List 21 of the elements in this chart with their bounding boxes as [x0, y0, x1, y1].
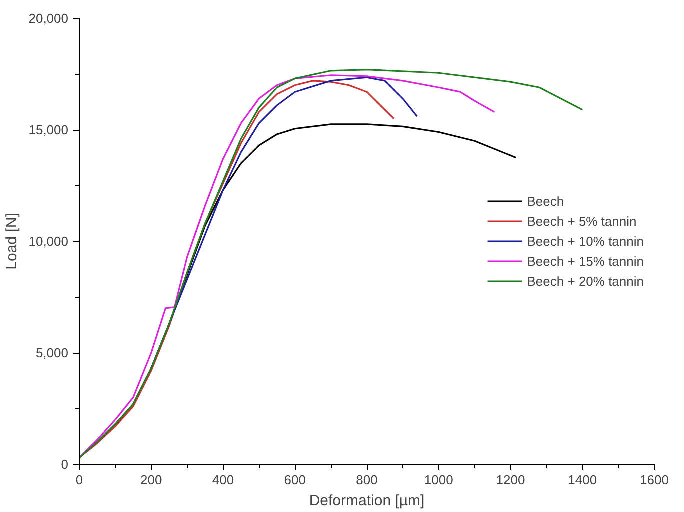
- y-tick-label: 15,000: [28, 122, 69, 138]
- x-tick-label: 400: [212, 472, 234, 488]
- x-tick-label: 0: [76, 472, 84, 488]
- x-tick-label: 200: [140, 472, 162, 488]
- x-tick-label: 1400: [568, 472, 598, 488]
- y-tick-label: 5,000: [36, 346, 69, 360]
- x-tick-label: 600: [284, 472, 306, 488]
- legend-label: Beech + 5% tannin: [527, 214, 637, 228]
- y-tick-label: 20,000: [28, 11, 69, 26]
- x-tick-label: 1200: [496, 472, 526, 488]
- legend-label: Beech: [527, 194, 564, 208]
- x-tick-label: 1600: [640, 472, 669, 488]
- legend-label: Beech + 10% tannin: [527, 234, 644, 248]
- x-tick-label: 1000: [424, 472, 454, 488]
- x-tick-label: 800: [356, 472, 378, 488]
- legend-label: Beech + 15% tannin: [527, 254, 644, 268]
- legend-label: Beech + 20% tannin: [527, 274, 644, 288]
- y-axis-title: Load [N]: [4, 213, 21, 270]
- x-axis-title: Deformation [µm]: [309, 492, 425, 510]
- y-tick-label: 10,000: [28, 234, 69, 249]
- y-tick-label: 0: [61, 457, 69, 472]
